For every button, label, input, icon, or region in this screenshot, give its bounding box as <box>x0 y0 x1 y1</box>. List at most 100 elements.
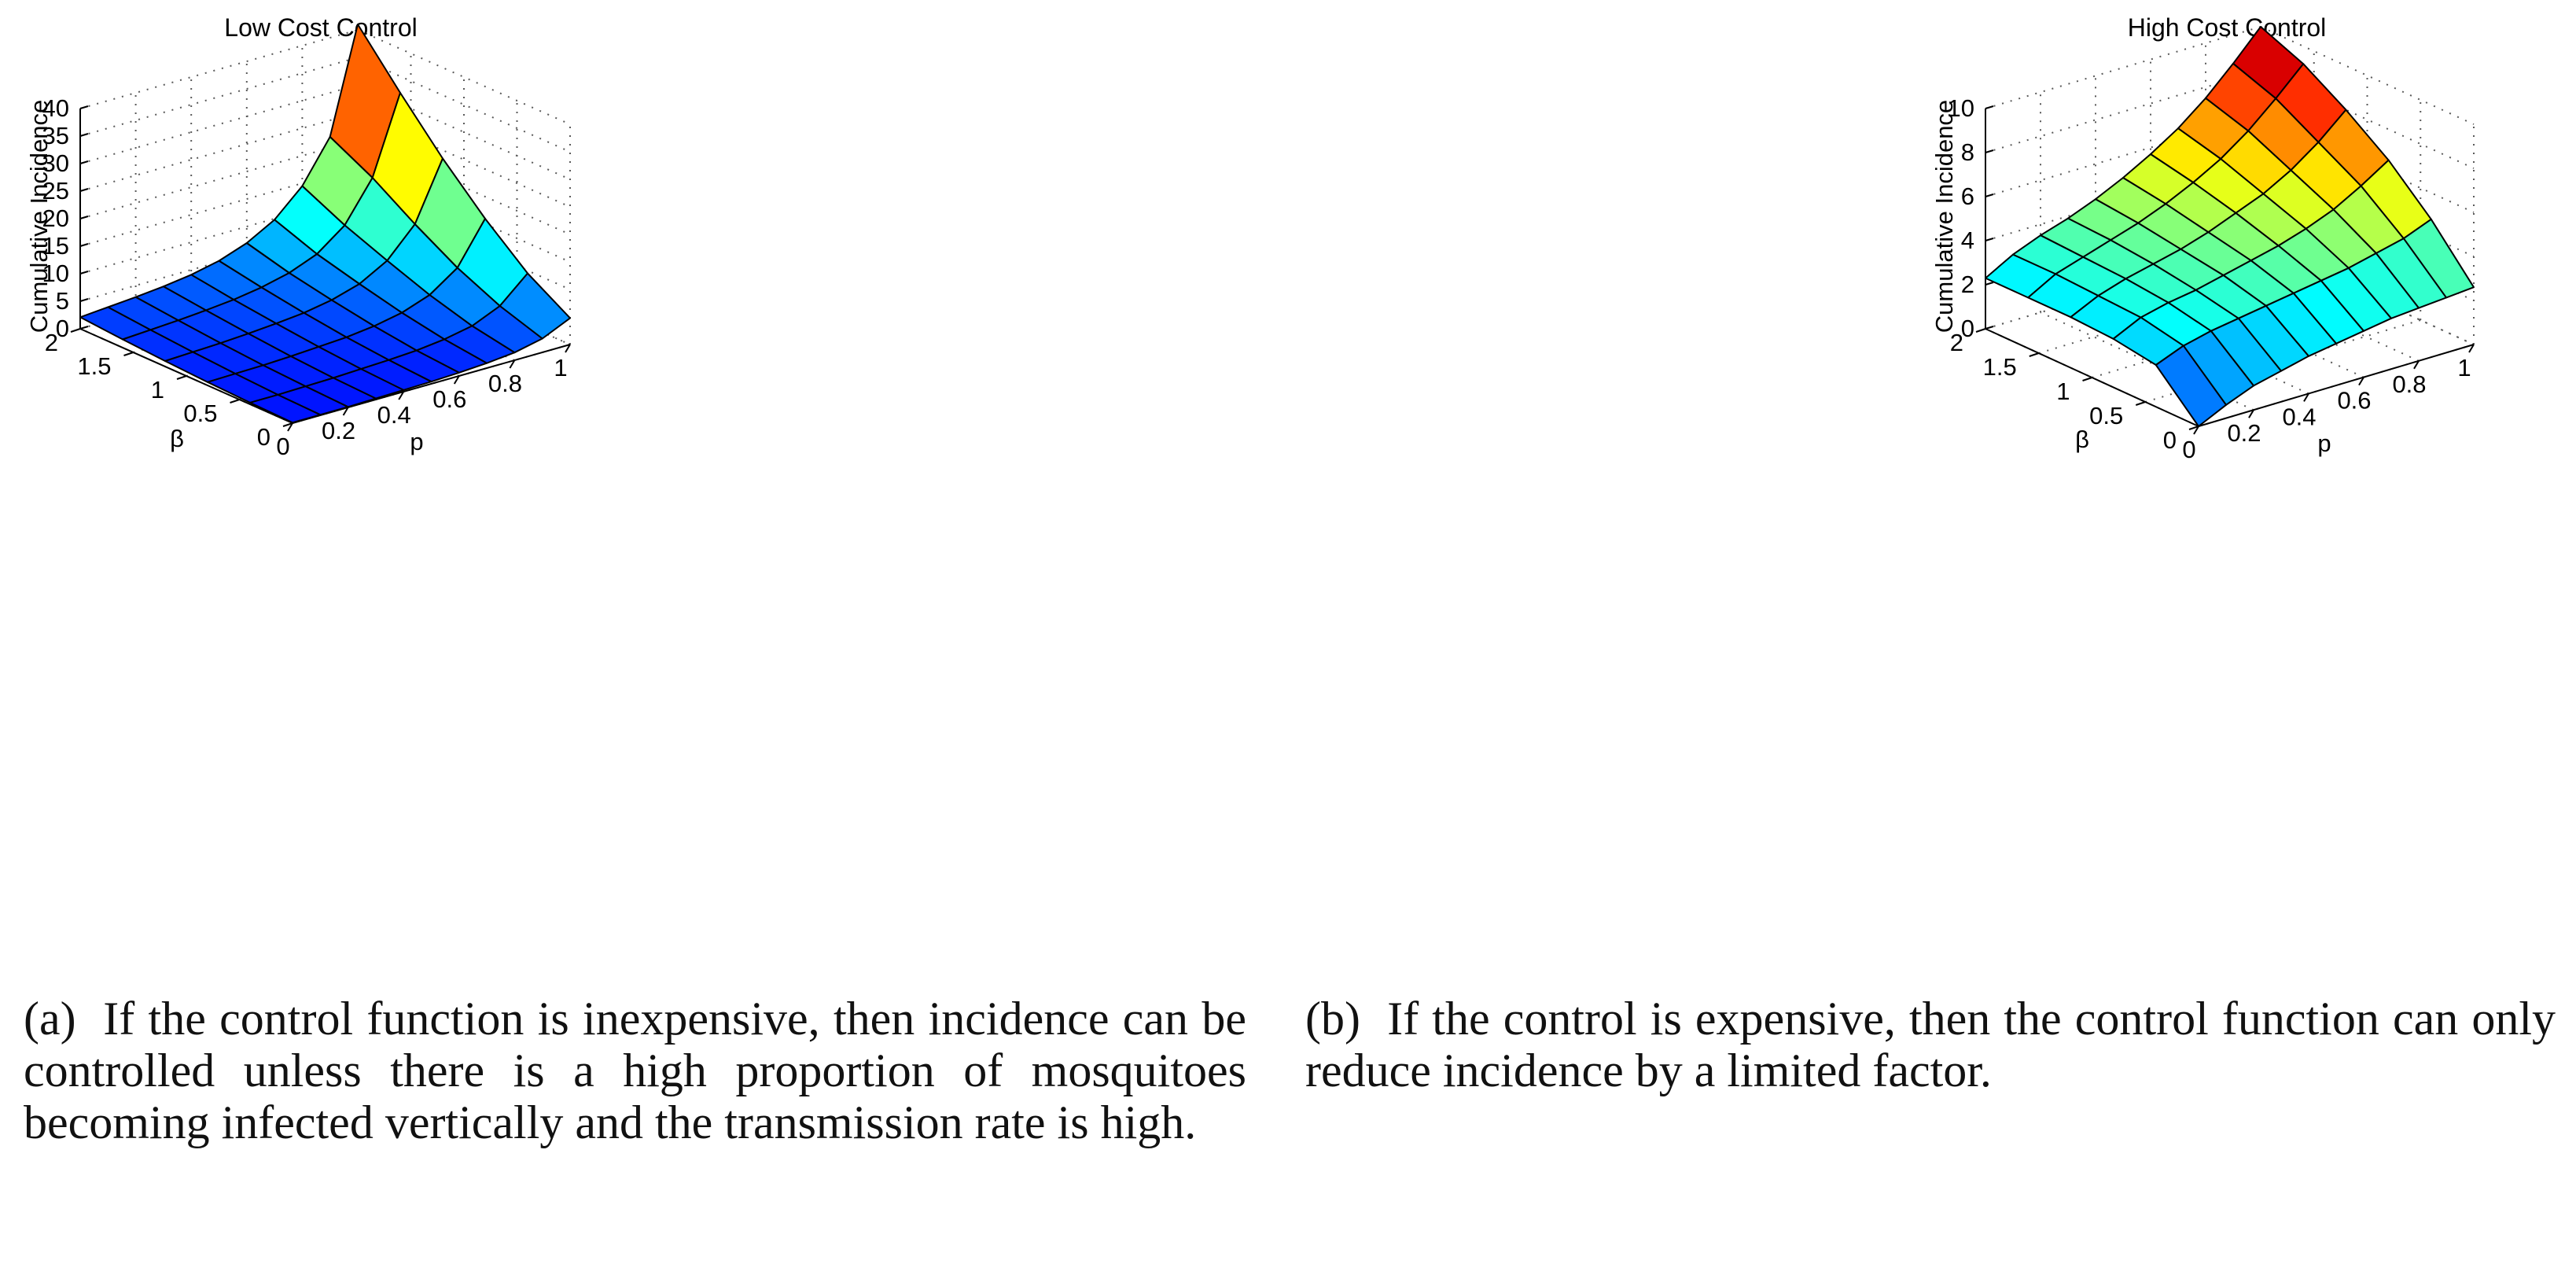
z-tick-label: 5 <box>56 287 69 315</box>
caption-a: (a) If the control function is inexpensi… <box>24 993 1246 1148</box>
y-tick-label: 1 <box>151 376 164 404</box>
z-tick-mark <box>79 326 89 330</box>
surface-facet <box>249 393 322 424</box>
caption-a-label: (a) <box>24 993 76 1045</box>
y-tick-mark <box>230 399 240 404</box>
z-tick-label: 30 <box>42 149 69 177</box>
x-tick-label: 0.4 <box>2282 403 2316 430</box>
z-tick-label: 0 <box>56 315 69 342</box>
z-tick-label: 10 <box>42 260 69 287</box>
x-axis-label: p <box>2317 429 2331 457</box>
x-tick-label: 1 <box>554 354 567 381</box>
y-tick-mark <box>176 375 187 380</box>
x-tick-mark <box>398 391 405 400</box>
caption-b: (b) If the control is expensive, then th… <box>1305 993 2556 1096</box>
caption-a-text: If the control function is inexpensive, … <box>24 993 1246 1148</box>
chart-title: Low Cost Control <box>224 13 417 42</box>
z-axis-label: Cumulative Incidence <box>1930 100 1958 333</box>
caption-b-label: (b) <box>1305 993 1360 1045</box>
z-tick-mark <box>79 133 89 137</box>
x-axis-line <box>2198 344 2475 427</box>
y-tick-mark <box>282 422 293 427</box>
z-tick-mark <box>1985 326 1994 330</box>
surface <box>1985 26 2475 427</box>
z-tick-label: 20 <box>42 205 69 232</box>
z-tick-label: 4 <box>1961 227 1974 254</box>
x-axis-label: p <box>410 428 423 455</box>
z-tick-mark <box>79 105 89 109</box>
z-tick-label: 2 <box>1961 271 1974 298</box>
y-tick-label: 0.5 <box>183 400 217 427</box>
x-tick-mark <box>2193 426 2199 435</box>
y-tick-label: 0 <box>2163 426 2177 454</box>
panel-a: 0 0.2 0.4 0.6 0.8 1 0 0.5 1 1.5 2 0 5 10 15 20 25 30 35 40 L… <box>0 0 1288 952</box>
z-tick-mark <box>79 160 89 164</box>
x-tick-label: 0.6 <box>2337 387 2371 415</box>
z-tick-mark <box>1985 149 1994 153</box>
x-tick-mark <box>453 375 460 385</box>
z-tick-mark <box>79 216 89 219</box>
y-tick-mark <box>2029 352 2040 357</box>
x-tick-label: 0.6 <box>432 385 466 413</box>
y-tick-mark <box>2082 377 2092 381</box>
y-tick-label: 0.5 <box>2089 402 2123 429</box>
x-tick-label: 0.4 <box>377 401 411 429</box>
chart-title: High Cost Control <box>2128 13 2327 42</box>
x-tick-mark <box>2468 344 2475 353</box>
x-tick-label: 0 <box>2182 436 2195 463</box>
y-tick-label: 1.5 <box>1983 353 2017 381</box>
x-tick-mark <box>509 359 516 369</box>
y-tick-label: 1.5 <box>77 352 111 380</box>
y-tick-mark <box>1975 328 1986 333</box>
x-tick-label: 0.8 <box>2392 370 2426 398</box>
x-tick-mark <box>287 422 293 432</box>
x-tick-mark <box>2413 360 2420 370</box>
x-tick-mark <box>2358 377 2364 386</box>
y-tick-label: 0 <box>257 423 270 451</box>
x-tick-mark <box>2303 392 2309 402</box>
y-tick-mark <box>123 352 134 356</box>
z-tick-label: 15 <box>42 232 69 260</box>
z-tick-mark <box>1985 193 1994 197</box>
z-tick-mark <box>79 298 89 302</box>
x-tick-label: 0.8 <box>488 370 522 397</box>
z-tick-mark <box>1985 105 1994 109</box>
y-tick-mark <box>70 328 81 333</box>
x-tick-mark <box>2248 409 2254 418</box>
z-tick-mark <box>79 271 89 275</box>
y-tick-mark <box>2135 401 2146 406</box>
surface-facet <box>2155 345 2227 427</box>
z-axis-label: Cumulative Incidence <box>25 100 53 333</box>
surface <box>79 24 571 424</box>
y-tick-label: 2 <box>45 329 58 356</box>
z-tick-mark <box>79 188 89 192</box>
z-tick-mark <box>79 243 89 247</box>
x-tick-label: 0 <box>276 433 289 460</box>
z-tick-label: 25 <box>42 177 69 205</box>
x-tick-label: 0.2 <box>322 417 355 444</box>
panel-b: 0 0.2 0.4 0.6 0.8 1 0 0.5 1 1.5 2 0 2 4 6 8 10 High Cost … <box>1288 0 2576 952</box>
y-tick-label: 1 <box>2056 378 2070 405</box>
z-tick-label: 40 <box>42 94 69 122</box>
y-tick-mark <box>2188 426 2199 430</box>
z-tick-label: 6 <box>1961 182 1974 210</box>
z-tick-label: 0 <box>1961 315 1974 342</box>
z-tick-label: 35 <box>42 122 69 149</box>
z-tick-mark <box>1985 238 1994 241</box>
caption-b-text: If the control is expensive, then the co… <box>1305 993 2556 1096</box>
x-tick-mark <box>565 344 571 353</box>
y-axis-label: β <box>170 425 184 452</box>
y-tick-label: 2 <box>1950 329 1963 356</box>
x-tick-mark <box>342 407 349 416</box>
z-tick-label: 10 <box>1948 94 1974 122</box>
x-tick-label: 1 <box>2457 354 2471 381</box>
z-tick-label: 8 <box>1961 138 1974 166</box>
surface-chart-low-cost: 00.20.40.60.8100.511.520510152025303540L… <box>25 13 571 460</box>
z-tick-mark <box>1985 282 1994 286</box>
y-axis-label: β <box>2075 426 2089 453</box>
x-tick-label: 0.2 <box>2227 419 2261 447</box>
grid-line <box>79 29 359 109</box>
